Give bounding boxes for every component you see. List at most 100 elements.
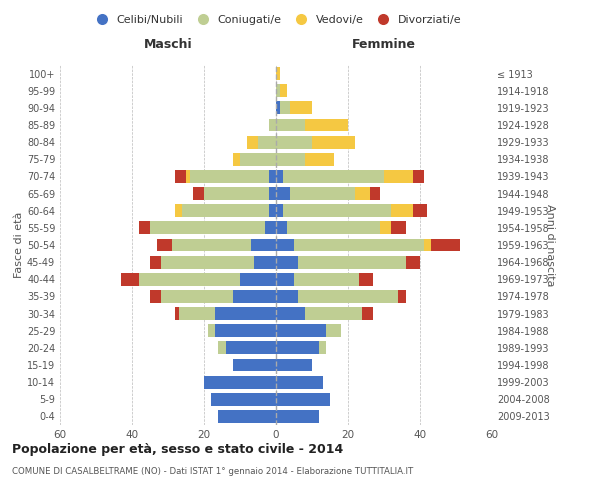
Bar	[247, 136, 258, 148]
Bar	[276, 290, 298, 303]
Bar	[193, 187, 204, 200]
Bar	[150, 290, 161, 303]
Bar	[172, 238, 251, 252]
Bar	[251, 238, 276, 252]
Bar	[305, 118, 348, 132]
Bar	[254, 256, 276, 268]
Bar	[294, 238, 424, 252]
Bar	[269, 187, 276, 200]
Bar	[276, 118, 305, 132]
Bar	[391, 204, 413, 217]
Bar	[276, 238, 294, 252]
Bar	[218, 410, 276, 423]
Bar	[319, 342, 326, 354]
Bar	[276, 410, 319, 423]
Bar	[233, 358, 276, 372]
Bar	[276, 393, 330, 406]
Bar	[161, 290, 233, 303]
Bar	[305, 307, 362, 320]
Bar	[226, 342, 276, 354]
Bar	[190, 170, 269, 183]
Bar	[424, 238, 431, 252]
Bar	[276, 67, 280, 80]
Bar	[391, 222, 406, 234]
Y-axis label: Fasce di età: Fasce di età	[14, 212, 24, 278]
Bar	[298, 290, 398, 303]
Bar	[276, 153, 305, 166]
Bar	[179, 307, 215, 320]
Bar	[175, 307, 179, 320]
Bar	[276, 136, 312, 148]
Bar	[276, 84, 280, 97]
Legend: Celibi/Nubili, Coniugati/e, Vedovi/e, Divorziati/e: Celibi/Nubili, Coniugati/e, Vedovi/e, Di…	[86, 10, 466, 29]
Bar	[269, 204, 276, 217]
Bar	[276, 358, 312, 372]
Bar	[204, 376, 276, 388]
Bar	[294, 273, 359, 285]
Bar	[283, 170, 384, 183]
Bar	[280, 102, 290, 114]
Bar	[276, 187, 290, 200]
Bar	[186, 170, 190, 183]
Bar	[157, 238, 172, 252]
Bar	[175, 170, 186, 183]
Bar	[406, 256, 420, 268]
Bar	[398, 290, 406, 303]
Bar	[380, 222, 391, 234]
Text: Popolazione per età, sesso e stato civile - 2014: Popolazione per età, sesso e stato civil…	[12, 442, 343, 456]
Bar	[276, 376, 323, 388]
Bar	[276, 307, 305, 320]
Bar	[431, 238, 460, 252]
Bar	[290, 102, 312, 114]
Bar	[276, 256, 298, 268]
Bar	[276, 204, 283, 217]
Bar	[233, 153, 240, 166]
Bar	[276, 222, 287, 234]
Bar	[150, 222, 265, 234]
Bar	[413, 204, 427, 217]
Bar	[211, 393, 276, 406]
Bar	[139, 222, 150, 234]
Bar	[150, 256, 161, 268]
Bar	[208, 324, 215, 337]
Bar	[269, 170, 276, 183]
Bar	[139, 273, 240, 285]
Bar	[312, 136, 355, 148]
Bar	[287, 222, 380, 234]
Bar	[280, 84, 287, 97]
Bar	[204, 187, 269, 200]
Bar	[215, 307, 276, 320]
Bar	[269, 118, 276, 132]
Text: COMUNE DI CASALBELTRAME (NO) - Dati ISTAT 1° gennaio 2014 - Elaborazione TUTTITA: COMUNE DI CASALBELTRAME (NO) - Dati ISTA…	[12, 468, 413, 476]
Bar	[283, 204, 391, 217]
Bar	[218, 342, 226, 354]
Bar	[413, 170, 424, 183]
Bar	[384, 170, 413, 183]
Bar	[258, 136, 276, 148]
Bar	[290, 187, 355, 200]
Bar	[161, 256, 254, 268]
Bar	[175, 204, 182, 217]
Bar	[240, 153, 276, 166]
Text: Femmine: Femmine	[352, 38, 416, 52]
Bar	[355, 187, 370, 200]
Bar	[362, 307, 373, 320]
Bar	[276, 342, 319, 354]
Bar	[276, 102, 280, 114]
Bar	[182, 204, 269, 217]
Bar	[370, 187, 380, 200]
Bar	[240, 273, 276, 285]
Bar	[359, 273, 373, 285]
Bar	[326, 324, 341, 337]
Bar	[121, 273, 139, 285]
Bar	[276, 324, 326, 337]
Bar	[298, 256, 406, 268]
Bar	[305, 153, 334, 166]
Bar	[233, 290, 276, 303]
Text: Maschi: Maschi	[143, 38, 193, 52]
Y-axis label: Anni di nascita: Anni di nascita	[545, 204, 555, 286]
Bar	[215, 324, 276, 337]
Bar	[265, 222, 276, 234]
Bar	[276, 273, 294, 285]
Bar	[276, 170, 283, 183]
